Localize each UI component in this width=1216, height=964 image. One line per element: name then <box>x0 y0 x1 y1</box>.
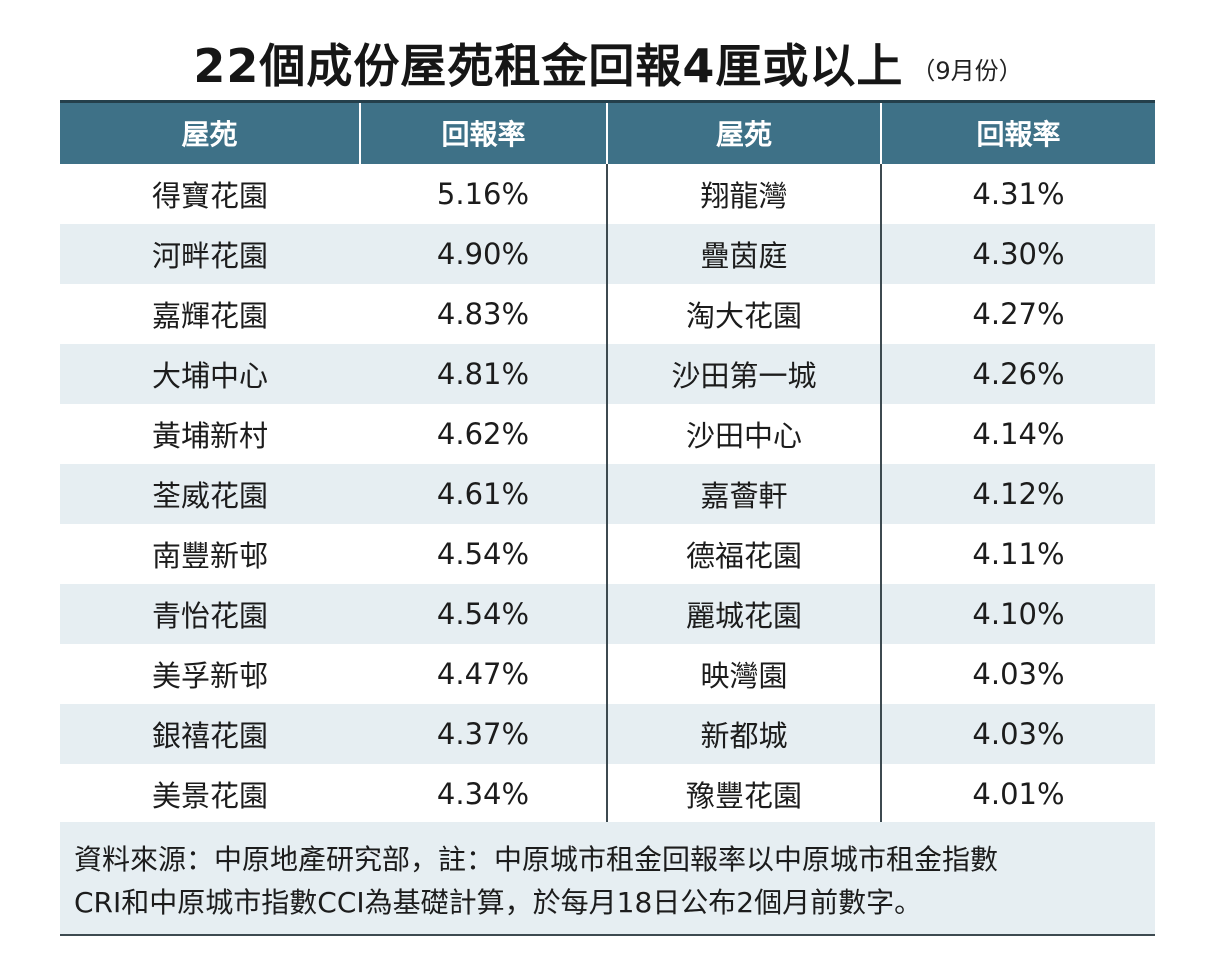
yield-rate-cell: 4.12% <box>880 463 1155 524</box>
yield-rate-cell: 4.03% <box>880 703 1155 764</box>
table-row: 黃埔新村 4.62% 沙田中心 4.14% <box>60 403 1155 464</box>
estate-name-cell: 得寶花園 <box>151 178 268 213</box>
yield-rate-cell: 4.27% <box>880 283 1155 344</box>
table-row: 荃威花園 4.61% 嘉薈軒 4.12% <box>60 463 1155 524</box>
yield-rate-cell: 4.14% <box>880 403 1155 464</box>
yield-rate-cell: 4.90% <box>436 236 530 271</box>
yield-rate-cell: 4.31% <box>880 163 1155 224</box>
table-row: 河畔花園 4.90% 疊茵庭 4.30% <box>60 223 1155 284</box>
header-rate-left: 回報率 <box>360 100 608 164</box>
estate-name-cell: 美景花園 <box>151 778 268 813</box>
estate-name-cell: 映灣園 <box>606 643 881 704</box>
yield-rate-cell: 4.54% <box>436 596 530 631</box>
estate-name-cell: 嘉輝花園 <box>151 298 268 333</box>
estate-name-cell: 南豐新邨 <box>151 538 268 573</box>
table-row: 美孚新邨 4.47% 映灣園 4.03% <box>60 643 1155 704</box>
yield-rate-cell: 4.37% <box>436 716 530 751</box>
estate-name-cell: 沙田中心 <box>606 403 881 464</box>
yield-rate-cell: 5.16% <box>436 176 530 211</box>
yield-rate-cell: 4.83% <box>436 296 530 331</box>
title-area: 22個成份屋苑租金回報4厘或以上 （9月份） <box>0 30 1216 96</box>
table-row: 嘉輝花園 4.83% 淘大花園 4.27% <box>60 283 1155 344</box>
table-row: 銀禧花園 4.37% 新都城 4.03% <box>60 703 1155 764</box>
table-row: 青怡花園 4.54% 麗城花園 4.10% <box>60 583 1155 644</box>
estate-name-cell: 沙田第一城 <box>606 343 881 404</box>
estate-name-cell: 美孚新邨 <box>151 658 268 693</box>
rental-yield-table: 屋苑 回報率 屋苑 回報率 得寶花園 5.16% 翔龍灣 4.31% 河畔花園 … <box>60 100 1155 824</box>
yield-rate-cell: 4.47% <box>436 656 530 691</box>
estate-name-cell: 河畔花園 <box>151 238 268 273</box>
table-row: 南豐新邨 4.54% 德福花園 4.11% <box>60 523 1155 584</box>
table-row: 得寶花園 5.16% 翔龍灣 4.31% <box>60 163 1155 224</box>
yield-rate-cell: 4.34% <box>436 776 530 811</box>
page-title: 22個成份屋苑租金回報4厘或以上 <box>193 39 904 93</box>
yield-rate-cell: 4.26% <box>880 343 1155 404</box>
yield-rate-cell: 4.54% <box>436 536 530 571</box>
estate-name-cell: 新都城 <box>606 703 881 764</box>
estate-name-cell: 大埔中心 <box>151 358 268 393</box>
table-row: 美景花園 4.34% 豫豐花園 4.01% <box>60 763 1155 824</box>
yield-rate-cell: 4.81% <box>436 356 530 391</box>
table-body: 得寶花園 5.16% 翔龍灣 4.31% 河畔花園 4.90% 疊茵庭 4.30… <box>60 163 1155 824</box>
yield-rate-cell: 4.11% <box>880 523 1155 584</box>
estate-name-cell: 荃威花園 <box>151 478 268 513</box>
source-note-line-2: CRI和中原城市指數CCI為基礎計算，於每月18日公布2個月前數字。 <box>74 886 923 919</box>
yield-rate-cell: 4.01% <box>880 763 1155 824</box>
rental-yield-table-container: 屋苑 回報率 屋苑 回報率 得寶花園 5.16% 翔龍灣 4.31% 河畔花園 … <box>60 100 1155 824</box>
estate-name-cell: 嘉薈軒 <box>606 463 881 524</box>
yield-rate-cell: 4.62% <box>436 416 530 451</box>
estate-name-cell: 麗城花園 <box>606 583 881 644</box>
estate-name-cell: 德福花園 <box>606 523 881 584</box>
source-note: 資料來源：中原地產研究部，註：中原城市租金回報率以中原城市租金指數 CRI和中原… <box>60 822 1155 936</box>
yield-rate-cell: 4.61% <box>436 476 530 511</box>
yield-rate-cell: 4.30% <box>880 223 1155 284</box>
header-rate-right: 回報率 <box>881 100 1155 164</box>
source-note-line-1: 資料來源：中原地產研究部，註：中原城市租金回報率以中原城市租金指數 <box>74 843 999 876</box>
yield-rate-cell: 4.10% <box>880 583 1155 644</box>
page-subtitle: （9月份） <box>911 57 1023 85</box>
estate-name-cell: 黃埔新村 <box>151 418 268 453</box>
estate-name-cell: 青怡花園 <box>151 598 268 633</box>
header-estate-right: 屋苑 <box>607 100 882 164</box>
table-header-row: 屋苑 回報率 屋苑 回報率 <box>60 100 1155 164</box>
estate-name-cell: 疊茵庭 <box>606 223 881 284</box>
estate-name-cell: 翔龍灣 <box>606 163 881 224</box>
table-row: 大埔中心 4.81% 沙田第一城 4.26% <box>60 343 1155 404</box>
estate-name-cell: 銀禧花園 <box>151 718 268 753</box>
yield-rate-cell: 4.03% <box>880 643 1155 704</box>
header-estate-left: 屋苑 <box>60 100 361 164</box>
estate-name-cell: 豫豐花園 <box>606 763 881 824</box>
estate-name-cell: 淘大花園 <box>606 283 881 344</box>
